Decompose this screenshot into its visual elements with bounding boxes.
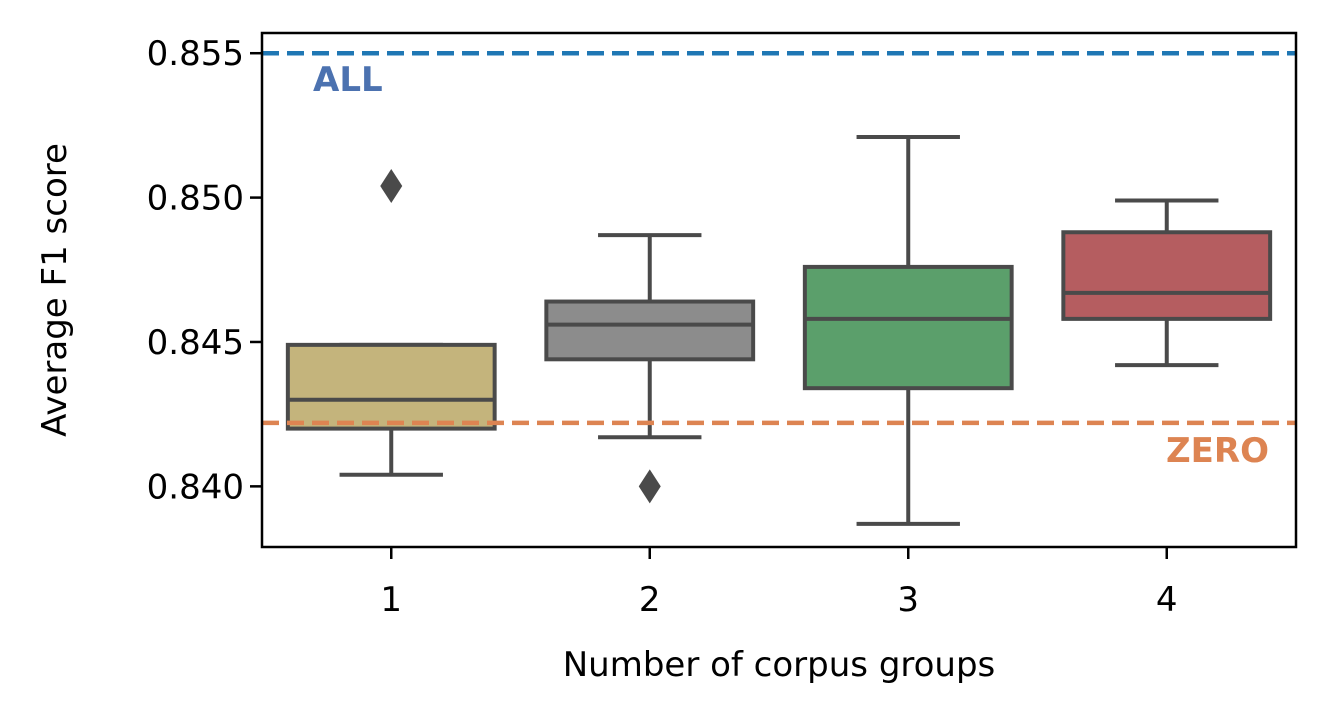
boxes-layer — [285, 134, 1273, 526]
y-tick-label: 0.845 — [147, 323, 244, 363]
box-group-3 — [802, 134, 1014, 526]
box-group-1 — [285, 169, 497, 477]
box-group-4 — [1061, 198, 1273, 368]
reference-label-all: ALL — [313, 60, 383, 100]
box-iqr — [1061, 230, 1273, 321]
y-axis-label: Average F1 score — [35, 143, 75, 437]
y-tick-label: 0.855 — [147, 34, 244, 74]
x-tick-label: 3 — [897, 580, 919, 620]
outlier-marker — [380, 169, 403, 204]
reference-lines-layer: ALL ZERO — [262, 50, 1296, 471]
y-tick-label: 0.850 — [147, 179, 244, 219]
x-axis-label: Number of corpus groups — [563, 645, 996, 685]
x-tick-label: 4 — [1156, 580, 1178, 620]
y-tick-label: 0.840 — [147, 467, 244, 507]
x-tick-label: 2 — [639, 580, 661, 620]
box-iqr — [544, 299, 756, 362]
reference-label-zero: ZERO — [1166, 431, 1269, 471]
y-axis: 0.840 0.845 0.850 0.855 — [147, 34, 262, 507]
box-iqr — [285, 342, 497, 431]
outlier-marker — [638, 469, 661, 504]
box-group-2 — [544, 233, 756, 504]
box-iqr — [802, 264, 1014, 391]
plot-frame — [260, 31, 1298, 549]
x-axis: 1 2 3 4 — [380, 547, 1178, 620]
x-tick-label: 1 — [380, 580, 402, 620]
